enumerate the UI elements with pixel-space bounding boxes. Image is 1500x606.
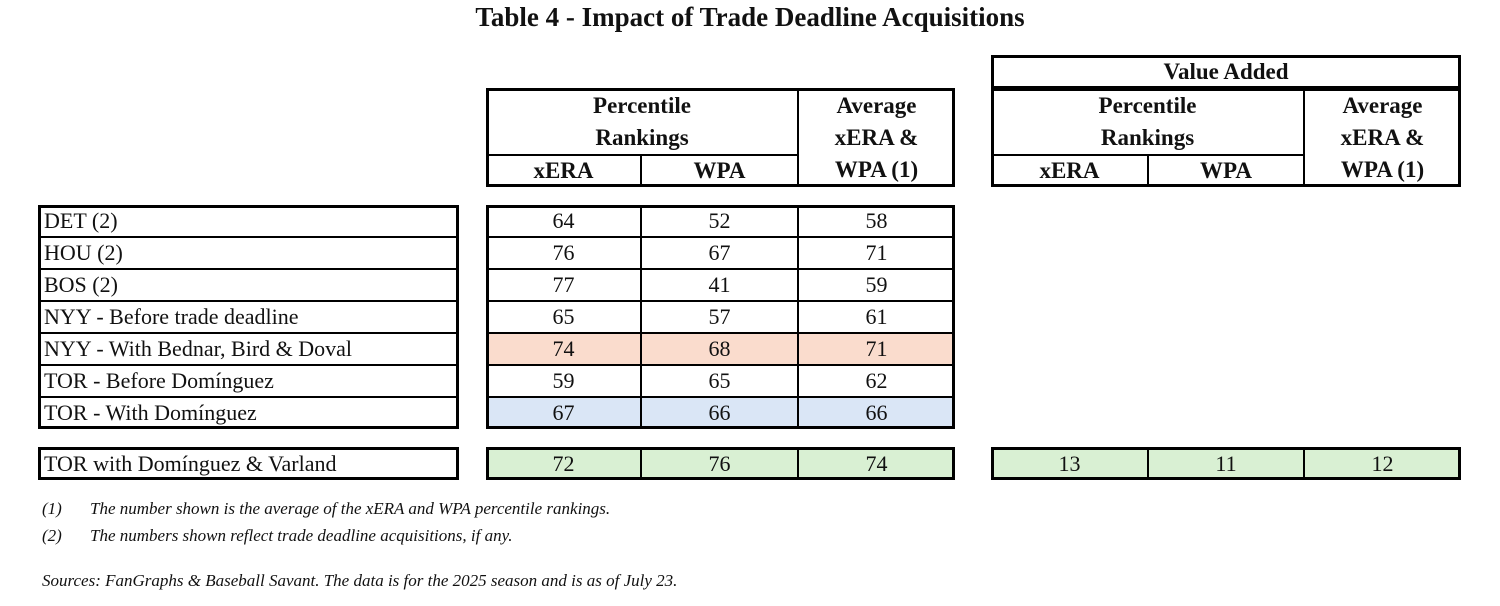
value-added-cell: 13 xyxy=(991,447,1148,480)
header-line: Rankings xyxy=(1100,124,1195,150)
note-marker: (2) xyxy=(42,526,62,545)
value-added-title: Value Added xyxy=(991,55,1461,89)
value-cell: 77 xyxy=(486,269,641,301)
row-label: HOU (2) xyxy=(38,237,459,269)
note-text: The numbers shown reflect trade deadline… xyxy=(90,526,513,545)
header-line: Percentile xyxy=(593,92,691,118)
value-cell: 65 xyxy=(641,365,798,397)
value-cell: 76 xyxy=(641,447,798,480)
value-cell: 67 xyxy=(641,237,798,269)
value-cell: 59 xyxy=(798,269,955,301)
note-text: The number shown is the average of the x… xyxy=(90,499,611,518)
header-average: Average xERA & WPA (1) xyxy=(1304,88,1461,187)
header-line: Percentile xyxy=(1098,92,1197,118)
title: Table 4 - Impact of Trade Deadline Acqui… xyxy=(475,2,1025,32)
note-marker: (1) xyxy=(42,499,62,518)
header-line: Rankings xyxy=(595,124,689,150)
sources: Sources: FanGraphs & Baseball Savant. Th… xyxy=(42,571,678,590)
value-added-cell: 12 xyxy=(1304,447,1461,480)
value-cell: 41 xyxy=(641,269,798,301)
row-label: TOR - With Domínguez xyxy=(38,397,459,429)
value-cell: 67 xyxy=(486,397,641,429)
row-label: BOS (2) xyxy=(38,269,459,301)
value-cell: 64 xyxy=(486,205,641,237)
header-column: xERA xyxy=(486,155,641,187)
value-cell: 68 xyxy=(641,333,798,365)
value-cell: 62 xyxy=(798,365,955,397)
value-cell: 59 xyxy=(486,365,641,397)
header-line: Average xyxy=(836,92,917,118)
header-line: Average xyxy=(1342,92,1423,118)
header-percentile: Percentile Rankings xyxy=(991,88,1304,155)
value-cell: 52 xyxy=(641,205,798,237)
value-cell: 74 xyxy=(486,333,641,365)
header-line: WPA (1) xyxy=(1340,156,1425,182)
value-cell: 58 xyxy=(798,205,955,237)
header-percentile: Percentile Rankings xyxy=(486,88,798,155)
value-cell: 72 xyxy=(486,447,641,480)
value-cell: 74 xyxy=(798,447,955,480)
header-column: WPA xyxy=(641,155,798,187)
value-cell: 65 xyxy=(486,301,641,333)
value-cell: 66 xyxy=(798,397,955,429)
row-label: DET (2) xyxy=(38,205,459,237)
value-cell: 66 xyxy=(641,397,798,429)
header-column: WPA xyxy=(1148,155,1304,187)
value-cell: 71 xyxy=(798,333,955,365)
header-line: xERA & xyxy=(834,124,919,150)
value-cell: 71 xyxy=(798,237,955,269)
row-label: TOR with Domínguez & Varland xyxy=(38,447,459,480)
header-line: WPA (1) xyxy=(834,156,919,182)
header-average: Average xERA & WPA (1) xyxy=(798,88,955,187)
row-label: TOR - Before Domínguez xyxy=(38,365,459,397)
value-added-cell: 11 xyxy=(1148,447,1304,480)
header-column: xERA xyxy=(991,155,1148,187)
row-label: NYY - With Bednar, Bird & Doval xyxy=(38,333,459,365)
value-cell: 57 xyxy=(641,301,798,333)
value-cell: 76 xyxy=(486,237,641,269)
header-line: xERA & xyxy=(1340,124,1425,150)
value-cell: 61 xyxy=(798,301,955,333)
row-label: NYY - Before trade deadline xyxy=(38,301,459,333)
